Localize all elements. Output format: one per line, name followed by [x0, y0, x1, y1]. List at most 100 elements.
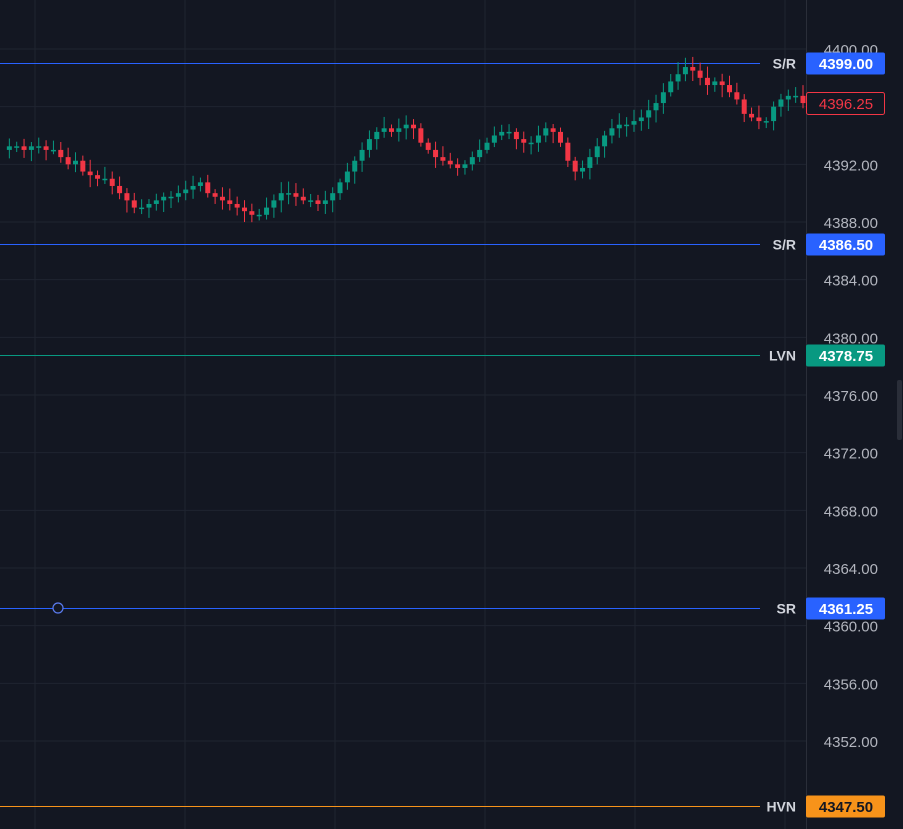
current-price-badge: [806, 92, 885, 115]
candle: [359, 142, 365, 172]
candle-body: [535, 135, 541, 143]
candle-body: [72, 160, 78, 165]
candle-body: [242, 207, 248, 212]
candle-body: [543, 128, 549, 136]
candle-body: [418, 128, 424, 143]
candle-body: [6, 146, 12, 150]
candle-body: [146, 203, 152, 208]
candle: [278, 182, 284, 213]
candle-body: [315, 200, 321, 204]
candle-body: [756, 117, 762, 122]
level-name-label: SR: [777, 601, 796, 617]
candle-body: [682, 67, 688, 75]
candle-body: [50, 149, 56, 152]
candle: [800, 85, 806, 109]
candle: [146, 199, 152, 218]
candle-body: [447, 160, 453, 165]
candle-body: [256, 214, 262, 217]
candle-body: [609, 128, 615, 136]
candle: [682, 57, 688, 82]
candle-body: [704, 77, 710, 86]
price-axis-tick-label: 4364.00: [824, 561, 878, 578]
price-axis-background[interactable]: [806, 0, 903, 829]
candle: [535, 125, 541, 152]
candle-body: [352, 160, 358, 172]
candle-body: [139, 207, 145, 210]
candle-body: [396, 128, 402, 132]
candle-body: [388, 128, 394, 132]
candle-body: [565, 142, 571, 161]
candle-body: [793, 95, 799, 98]
candle: [205, 174, 211, 198]
candle: [219, 187, 225, 210]
candle: [175, 185, 181, 203]
candle-body: [403, 124, 409, 129]
candle-body: [557, 131, 563, 143]
candle: [256, 208, 262, 221]
candle-body: [727, 85, 733, 93]
candle: [36, 137, 42, 154]
candle-body: [286, 193, 292, 195]
candle: [65, 147, 71, 170]
level-price-value: 4378.75: [819, 348, 873, 365]
candle-body: [124, 193, 130, 201]
candle-body: [469, 157, 475, 165]
candle-body: [36, 146, 42, 148]
candle: [513, 128, 519, 150]
candle: [727, 75, 733, 98]
candle-body: [668, 81, 674, 93]
candle-body: [506, 131, 512, 134]
candle-body: [28, 146, 34, 150]
candle: [212, 189, 218, 204]
candle-body: [734, 92, 740, 100]
candle: [286, 181, 292, 205]
price-axis-tick-label: 4392.00: [824, 157, 878, 174]
candlestick-series: [6, 56, 806, 223]
candle: [668, 74, 674, 97]
candle: [344, 162, 350, 190]
candle: [418, 123, 424, 147]
candle-body: [264, 207, 270, 215]
candle: [785, 89, 791, 111]
candle-body: [117, 185, 123, 194]
candle: [749, 107, 755, 122]
candle-body: [433, 149, 439, 158]
candle-body: [381, 128, 387, 132]
candle-body: [14, 146, 20, 148]
price-axis-tick-label: 4380.00: [824, 330, 878, 347]
candle-body: [690, 67, 696, 71]
candle-body: [175, 193, 181, 197]
candle: [557, 127, 563, 147]
candle: [602, 130, 608, 158]
candle: [403, 115, 409, 140]
candle-body: [638, 117, 644, 122]
candle-body: [440, 157, 446, 161]
candle: [50, 140, 56, 155]
price-axis[interactable]: 4400.004396.004392.004388.004384.004380.…: [806, 0, 903, 829]
candle: [14, 141, 20, 153]
candle: [741, 94, 747, 123]
candle: [477, 139, 483, 162]
candle-body: [366, 139, 372, 150]
candle: [308, 193, 314, 208]
candle-body: [153, 200, 159, 204]
candle: [249, 203, 255, 223]
candle-body: [455, 164, 461, 168]
chart-scrollbar[interactable]: [897, 380, 902, 440]
drawing-anchor-handle[interactable]: [52, 602, 64, 614]
candle-body: [161, 196, 167, 201]
candle-body: [87, 171, 93, 176]
candle: [161, 192, 167, 212]
candle-body: [675, 74, 681, 82]
candle: [638, 109, 644, 131]
candle-body: [308, 200, 314, 202]
candle-body: [330, 193, 336, 201]
candle-body: [462, 164, 468, 168]
candle: [153, 193, 159, 211]
candle: [690, 56, 696, 81]
candle: [587, 148, 593, 180]
candle-body: [528, 142, 534, 145]
candle-body: [344, 171, 350, 183]
